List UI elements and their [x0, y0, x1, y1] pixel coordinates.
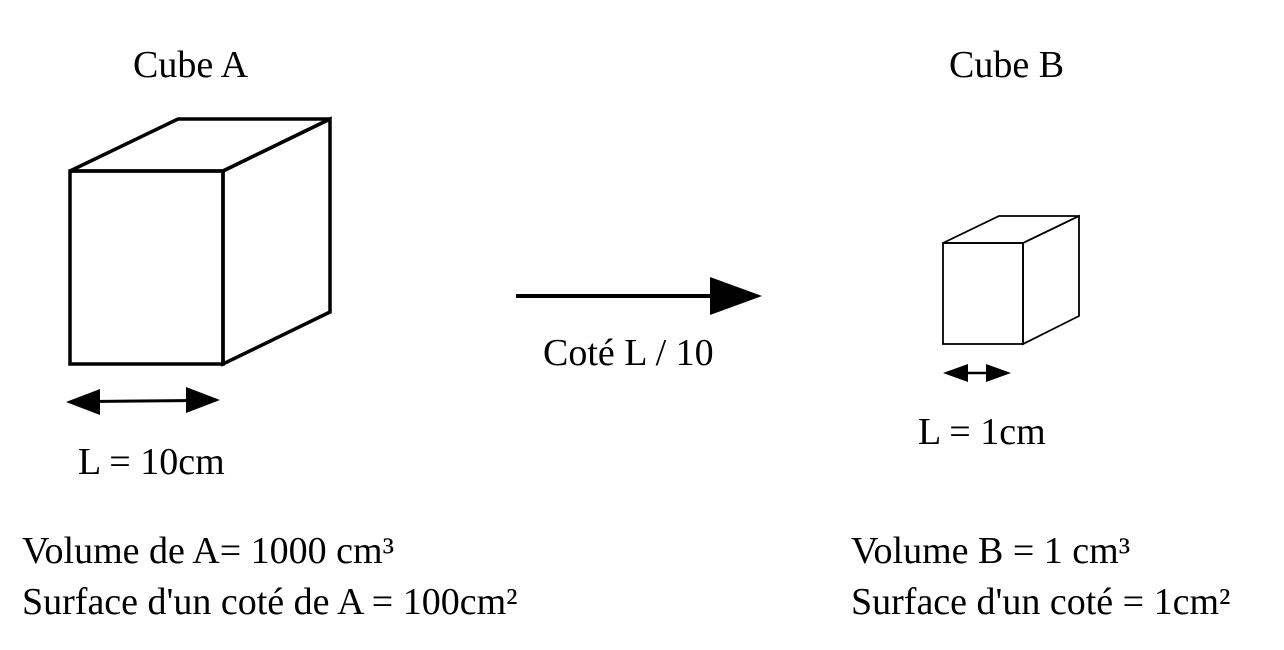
cube-b-volume-text: Volume B = 1 cm³ [851, 530, 1131, 572]
cube-b-side-face [1022, 214, 1080, 346]
cube-b-surface-text: Surface d'un coté = 1cm² [851, 581, 1231, 623]
cube-a-side-face [221, 116, 332, 367]
cube-a-title: Cube A [133, 44, 249, 86]
scale-transform-label: Coté L / 10 [543, 332, 714, 374]
cube-b-length-label: L = 1cm [918, 411, 1046, 453]
cube-a-volume-text: Volume de A= 1000 cm³ [22, 530, 394, 572]
cube-b-drawing [942, 214, 1080, 346]
cube-b-length-arrow [943, 364, 1011, 382]
cube-a-length-arrow [66, 387, 220, 415]
scale-transform-arrow [516, 277, 762, 315]
cube-a-surface-text: Surface d'un coté de A = 100cm² [22, 581, 518, 623]
cube-b-front-face [942, 242, 1024, 345]
cube-a-length-label: L = 10cm [78, 441, 225, 483]
cube-b-title: Cube B [949, 44, 1065, 86]
cube-a-drawing [68, 116, 332, 367]
cube-a-top-face [69, 117, 331, 173]
cube-b-top-face [942, 215, 1080, 244]
cube-a-front-face [68, 169, 225, 366]
